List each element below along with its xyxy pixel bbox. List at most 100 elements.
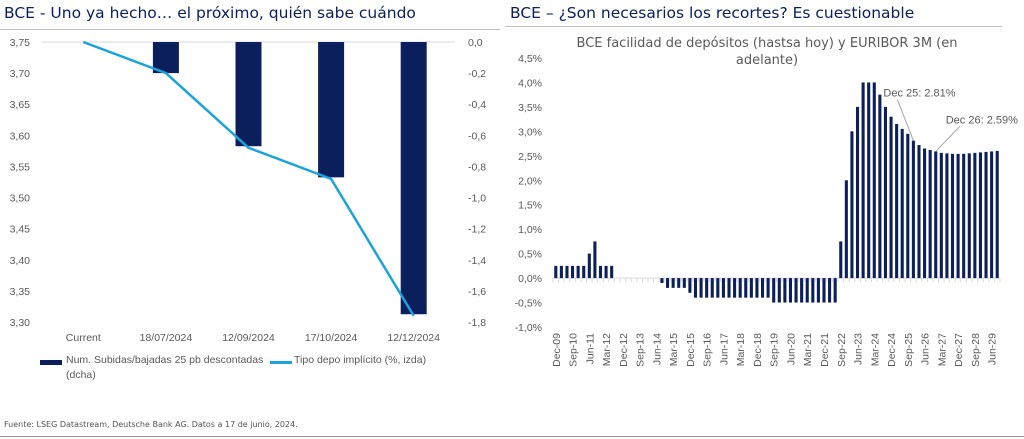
left-axis-tick-label: 3,30 xyxy=(10,317,31,329)
bar-rate xyxy=(950,153,955,279)
bar-rate xyxy=(967,153,971,279)
x-axis-tick-label: Mar-15 xyxy=(668,333,680,366)
x-axis-tick-label: Sep-13 xyxy=(635,333,647,367)
bar-rate xyxy=(816,278,820,303)
x-axis-tick-label: Sep-28 xyxy=(970,333,982,367)
bar-rate xyxy=(660,278,664,283)
right-axis-tick-label: -1,8 xyxy=(468,317,486,329)
left-axis-tick-label: 3,60 xyxy=(10,130,31,142)
x-axis-tick-label: Dec-09 xyxy=(551,333,563,367)
annotation-leader-line xyxy=(896,99,914,141)
x-axis-tick-label: Dec-24 xyxy=(886,333,898,367)
y-axis-tick-label: 4,0% xyxy=(518,77,542,89)
x-axis-tick-label: Jun-20 xyxy=(785,333,797,365)
right-axis-tick-label: -0,8 xyxy=(468,161,486,173)
bar-rate xyxy=(934,151,938,279)
bar-rate xyxy=(693,278,698,298)
bar-rate xyxy=(610,265,614,279)
bar-rate xyxy=(783,278,787,303)
y-axis-tick-label: -1,0% xyxy=(515,322,542,334)
x-axis-category-label: 18/07/2024 xyxy=(140,332,193,344)
bar-rate xyxy=(738,278,742,298)
left-panel-title: BCE - Uno ya hecho… el próximo, quién sa… xyxy=(4,4,416,22)
right-axis-tick-label: -0,6 xyxy=(468,130,486,142)
bar-rate xyxy=(587,253,591,279)
legend: Num. Subidas/bajadas 25 pb descontadas (… xyxy=(40,354,426,381)
x-axis-category-label: 12/09/2024 xyxy=(222,332,275,344)
bar-rate xyxy=(945,153,949,279)
y-axis-tick-label: -0,5% xyxy=(515,298,542,310)
bar-subidas-bajadas xyxy=(152,42,179,74)
y-axis-tick-label: 2,0% xyxy=(518,175,542,187)
bar-rate xyxy=(800,278,804,303)
right-axis-tick-label: -1,6 xyxy=(468,286,486,298)
annotation-leader-line xyxy=(935,126,961,152)
bar-rate xyxy=(906,133,910,279)
bar-rate xyxy=(928,149,932,279)
x-axis-tick-label: Jun-29 xyxy=(987,333,999,365)
bar-rate xyxy=(682,278,686,288)
bar-rate xyxy=(867,82,871,279)
left-axis-tick-label: 3,55 xyxy=(10,161,31,173)
bar-rate xyxy=(878,94,882,279)
x-axis-tick-label: Mar-24 xyxy=(869,333,881,366)
bar-rate xyxy=(666,278,670,288)
left-axis-tick-label: 3,75 xyxy=(10,37,31,49)
left-axis-tick-label: 3,50 xyxy=(10,193,31,205)
bar-rate xyxy=(956,153,960,279)
bar-rate xyxy=(962,153,966,279)
x-axis-tick-label: Jun-11 xyxy=(584,333,596,364)
left-axis-tick-label: 3,65 xyxy=(10,99,31,111)
bar-rate xyxy=(593,241,597,279)
bar-rate xyxy=(554,265,558,279)
bar-rate xyxy=(721,278,725,298)
x-axis-tick-label: Sep-25 xyxy=(903,333,915,367)
bar-rate xyxy=(571,265,575,279)
bar-rate xyxy=(811,278,815,303)
bar-rate xyxy=(995,150,999,279)
bar-rate xyxy=(733,278,737,298)
bar-rate xyxy=(559,265,563,279)
x-axis-tick-label: Dec-18 xyxy=(752,333,764,367)
bar-rate xyxy=(883,106,887,279)
x-axis-tick-label: Dec-21 xyxy=(819,333,831,367)
bar-rate xyxy=(749,278,753,298)
x-axis-tick-label: Sep-19 xyxy=(769,333,781,367)
bar-rate xyxy=(598,265,603,279)
x-axis-category-label: Current xyxy=(66,332,101,344)
x-axis-tick-label: Mar-21 xyxy=(802,333,814,366)
bar-rate xyxy=(889,116,893,279)
x-axis-category-label: 17/10/2024 xyxy=(305,332,358,344)
bar-rate xyxy=(716,278,720,298)
bar-rate xyxy=(861,82,865,279)
x-axis-tick-label: Mar-27 xyxy=(936,333,948,366)
y-axis-tick-label: 3,0% xyxy=(518,126,542,138)
bar-rate xyxy=(576,265,580,279)
right-axis-tick-label: -1,2 xyxy=(468,224,486,236)
right-chart-title-line2: adelante) xyxy=(736,53,798,68)
x-axis-tick-label: Jun-26 xyxy=(920,333,932,365)
bar-rate xyxy=(788,278,793,303)
bar-rate xyxy=(900,128,904,279)
bar-rate xyxy=(895,124,899,279)
legend-label-line: Tipo depo implícito (%, izda) xyxy=(294,354,426,366)
bar-subidas-bajadas xyxy=(235,42,262,147)
bar-rate xyxy=(839,241,843,279)
bar-rate xyxy=(777,278,781,303)
y-axis-tick-label: 4,5% xyxy=(518,53,542,65)
x-axis-tick-label: Jun-14 xyxy=(651,333,663,365)
bar-rate xyxy=(850,131,854,279)
x-axis-tick-label: Sep-16 xyxy=(702,333,714,367)
y-axis-tick-label: 1,5% xyxy=(518,200,542,212)
bar-rate xyxy=(822,278,826,303)
right-chart-title-line1: BCE facilidad de depósitos (hastsa hoy) … xyxy=(577,36,958,51)
x-axis-category-label: 12/12/2024 xyxy=(387,332,440,344)
x-axis-tick-label: Jun-23 xyxy=(853,333,865,365)
annotation-label: Dec 25: 2.81% xyxy=(883,88,955,100)
legend-swatch-bars xyxy=(40,360,62,365)
bar-rate xyxy=(939,152,943,279)
right-axis-tick-label: 0,0 xyxy=(468,37,483,49)
left-axis-tick-label: 3,45 xyxy=(10,224,31,236)
bar-rate xyxy=(772,278,776,303)
bar-rate xyxy=(760,278,765,298)
